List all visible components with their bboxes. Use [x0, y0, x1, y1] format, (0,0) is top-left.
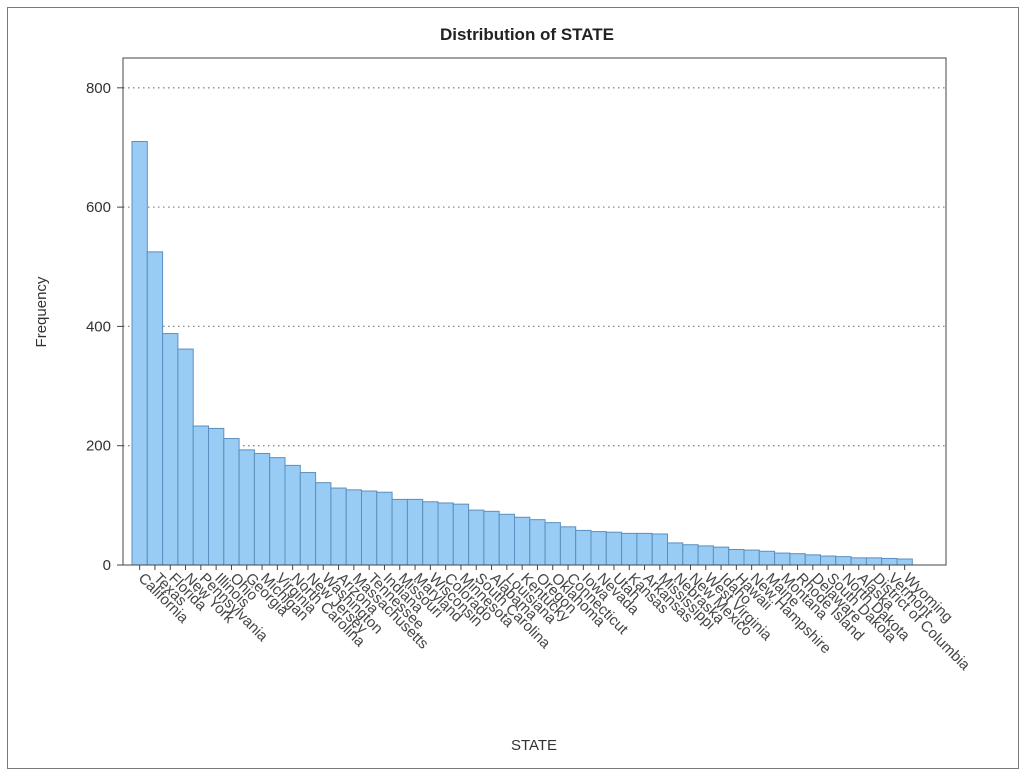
bar — [422, 501, 439, 566]
bar — [299, 472, 317, 566]
bar — [758, 550, 776, 566]
bar — [376, 491, 393, 566]
y-tick-label: 400 — [86, 318, 111, 335]
y-tick-label: 800 — [86, 80, 111, 97]
bar — [559, 526, 577, 566]
bar — [651, 533, 669, 566]
bar — [682, 544, 699, 566]
bar — [865, 557, 883, 566]
bar — [621, 532, 638, 566]
bar — [728, 548, 745, 566]
bar — [253, 452, 271, 566]
bar — [636, 532, 653, 566]
bar — [590, 531, 607, 566]
bar — [452, 503, 470, 566]
plot-area-border — [122, 57, 947, 566]
y-axis-label: Frequency — [33, 276, 50, 347]
bar — [162, 333, 179, 566]
y-tick-label: 200 — [86, 438, 111, 455]
bar — [804, 554, 822, 566]
bar — [223, 438, 240, 566]
bar — [177, 348, 194, 566]
x-axis-label: STATE — [511, 737, 557, 754]
bar — [896, 558, 913, 566]
bar — [361, 490, 378, 566]
bar — [483, 510, 500, 566]
bar — [269, 457, 286, 566]
y-axis-ticks: 0 200 400 600 800 — [86, 80, 123, 574]
bar — [238, 449, 255, 566]
y-tick-label: 600 — [86, 199, 111, 216]
bar — [345, 489, 363, 566]
bar — [544, 522, 561, 566]
y-tick-label: 0 — [103, 557, 111, 574]
bar — [146, 251, 164, 566]
bar — [835, 556, 852, 566]
bar — [330, 487, 347, 566]
bar — [406, 498, 424, 566]
bar — [743, 549, 760, 566]
bar — [468, 509, 485, 566]
bars — [131, 141, 913, 566]
chart-title: Distribution of STATE — [440, 25, 614, 44]
bar — [498, 513, 516, 566]
bar — [315, 482, 332, 566]
bar — [774, 552, 791, 566]
bar — [697, 545, 714, 566]
bar — [514, 516, 531, 566]
bar — [850, 557, 867, 566]
gridlines — [123, 87, 946, 447]
bar — [208, 427, 225, 566]
bar — [789, 553, 806, 566]
bar — [437, 502, 454, 566]
bar — [820, 555, 837, 566]
bar — [529, 519, 546, 566]
bar — [712, 546, 730, 566]
bar — [284, 464, 301, 566]
bar — [605, 531, 623, 566]
bar — [192, 425, 209, 566]
bar — [667, 542, 684, 566]
bar — [575, 529, 592, 566]
bar — [881, 557, 898, 566]
bar — [131, 141, 148, 566]
bar — [391, 498, 408, 566]
